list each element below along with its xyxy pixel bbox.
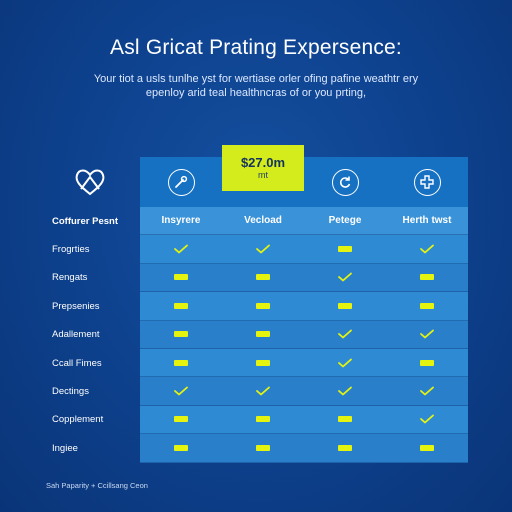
feature-cell bbox=[386, 235, 468, 264]
feature-cell bbox=[304, 377, 386, 406]
comparison-table: Coffurer Pesnt Frogrties Rengats Prepsen… bbox=[40, 145, 470, 463]
check-icon bbox=[173, 386, 189, 396]
check-icon bbox=[337, 386, 353, 396]
check-icon bbox=[173, 244, 189, 254]
plan-column-3: Petege bbox=[304, 157, 386, 463]
feature-cell bbox=[140, 292, 222, 321]
dash-icon bbox=[420, 444, 434, 451]
page-subtitle: Your tiot a usls tunlhe yst for wertiase… bbox=[93, 73, 419, 99]
row-label-2: Rengats bbox=[52, 272, 88, 284]
dash-icon bbox=[174, 331, 188, 338]
dash-icon bbox=[174, 274, 188, 281]
row-header-label: Coffurer Pesnt bbox=[52, 215, 118, 227]
plan-column-4: Herth twst bbox=[386, 157, 468, 463]
footer-note: Sah Paparity + Ccillsang Ceon bbox=[46, 481, 148, 490]
feature-cell bbox=[304, 434, 386, 463]
feature-cell bbox=[140, 434, 222, 463]
feature-cell bbox=[386, 292, 468, 321]
feature-cell bbox=[386, 377, 468, 406]
dash-icon bbox=[256, 331, 270, 338]
dash-icon bbox=[420, 302, 434, 309]
check-icon bbox=[419, 414, 435, 424]
row-label-6: Dectings bbox=[52, 386, 89, 398]
feature-cell bbox=[140, 235, 222, 264]
dash-icon bbox=[420, 359, 434, 366]
check-icon bbox=[419, 329, 435, 339]
row-labels: Coffurer Pesnt Frogrties Rengats Prepsen… bbox=[40, 207, 140, 463]
row-label-8: Ingiee bbox=[52, 442, 78, 454]
dash-icon bbox=[338, 416, 352, 423]
feature-cell bbox=[386, 405, 468, 435]
check-icon bbox=[419, 386, 435, 396]
dash-icon bbox=[174, 302, 188, 309]
plan-name: Vecload bbox=[222, 207, 304, 236]
dash-icon bbox=[256, 274, 270, 281]
feature-cell bbox=[386, 348, 468, 378]
dash-icon bbox=[338, 302, 352, 309]
dash-icon bbox=[256, 444, 270, 451]
check-icon bbox=[255, 244, 271, 254]
feature-cell bbox=[386, 263, 468, 293]
dash-icon bbox=[256, 359, 270, 366]
check-icon bbox=[337, 358, 353, 368]
feature-cell bbox=[222, 348, 304, 378]
feature-cell bbox=[304, 292, 386, 321]
feature-cell bbox=[222, 434, 304, 463]
feature-cell bbox=[386, 320, 468, 349]
feature-cell bbox=[386, 434, 468, 463]
dash-icon bbox=[174, 359, 188, 366]
row-label-7: Copplement bbox=[52, 414, 104, 426]
dash-icon bbox=[256, 302, 270, 309]
feature-cell bbox=[140, 377, 222, 406]
feature-cell bbox=[222, 263, 304, 293]
plan-price-period: mt bbox=[258, 170, 268, 180]
plan-column-2: $27.0m mt Vecload bbox=[222, 145, 304, 463]
check-icon bbox=[337, 272, 353, 282]
heart-logo-icon bbox=[75, 169, 105, 196]
feature-cell bbox=[304, 235, 386, 264]
feature-cell bbox=[140, 348, 222, 378]
dash-icon bbox=[174, 416, 188, 423]
medical-cross-icon bbox=[413, 168, 441, 196]
feature-cell bbox=[304, 348, 386, 378]
plan-header-highlight[interactable]: $27.0m mt bbox=[222, 145, 304, 207]
row-label-1: Frogrties bbox=[52, 244, 90, 256]
plan-header-1[interactable] bbox=[140, 157, 222, 207]
price-badge: $27.0m mt bbox=[222, 145, 304, 191]
check-icon bbox=[255, 386, 271, 396]
plan-name: Insyrere bbox=[140, 207, 222, 236]
plan-column-1: Insyrere bbox=[140, 157, 222, 463]
wrench-icon bbox=[167, 168, 195, 196]
plan-header-3[interactable] bbox=[304, 157, 386, 207]
plan-price: $27.0m bbox=[240, 155, 286, 170]
feature-cell bbox=[222, 320, 304, 349]
feature-cell bbox=[222, 377, 304, 406]
feature-cell bbox=[140, 320, 222, 349]
feature-cell bbox=[140, 405, 222, 435]
plan-name: Petege bbox=[304, 207, 386, 236]
row-label-5: Ccall Fimes bbox=[52, 357, 102, 369]
feature-cell bbox=[304, 405, 386, 435]
dash-icon bbox=[338, 246, 352, 253]
feature-cell bbox=[222, 292, 304, 321]
feature-cell bbox=[140, 263, 222, 293]
row-label-3: Prepsenies bbox=[52, 300, 100, 312]
feature-cell bbox=[304, 263, 386, 293]
dash-icon bbox=[174, 444, 188, 451]
feature-cell bbox=[222, 235, 304, 264]
plan-name: Herth twst bbox=[386, 207, 468, 236]
dash-icon bbox=[338, 444, 352, 451]
row-label-4: Adallement bbox=[52, 329, 100, 341]
dash-icon bbox=[420, 274, 434, 281]
check-icon bbox=[337, 329, 353, 339]
feature-cell bbox=[304, 320, 386, 349]
plan-header-4[interactable] bbox=[386, 157, 468, 207]
page-title: Asl Gricat Prating Expersence: bbox=[110, 36, 402, 59]
dash-icon bbox=[256, 416, 270, 423]
refresh-icon bbox=[331, 168, 359, 196]
logo bbox=[40, 157, 140, 207]
check-icon bbox=[419, 244, 435, 254]
feature-cell bbox=[222, 405, 304, 435]
